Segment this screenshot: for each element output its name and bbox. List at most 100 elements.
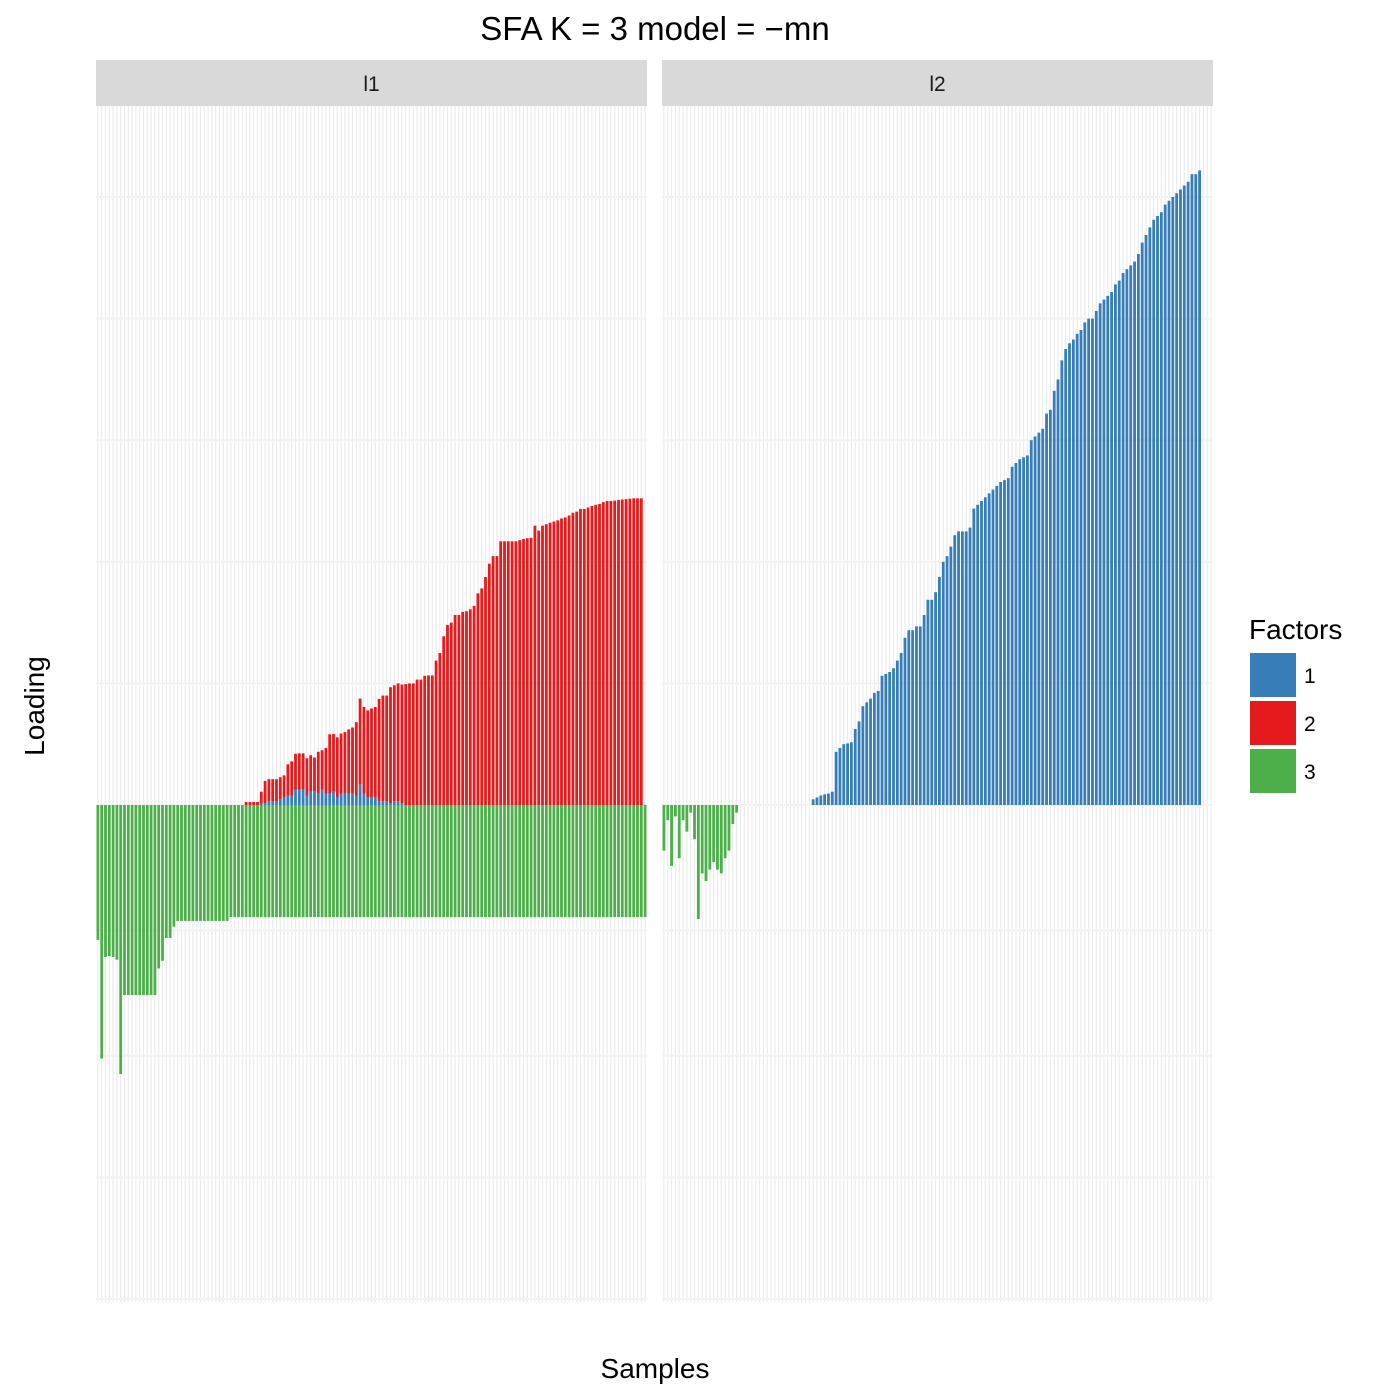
bar-factor-3: [586, 805, 590, 918]
bar-factor-3: [328, 805, 332, 918]
bar-factor-2: [639, 498, 643, 805]
bar-factor-2: [332, 733, 335, 792]
bar-factor-3: [506, 805, 510, 918]
bar-factor-1: [964, 531, 968, 805]
bar-factor-3: [411, 805, 415, 918]
bar-factor-3: [191, 805, 195, 921]
bar-factor-2: [609, 501, 613, 805]
facet-panel-l1: l1: [96, 60, 647, 1302]
bar-factor-3: [145, 805, 149, 995]
bar-factor-1: [324, 793, 328, 805]
bar-factor-3: [575, 805, 579, 918]
bar-factor-3: [605, 805, 609, 918]
bar-factor-1: [987, 493, 991, 805]
bar-factor-3: [267, 805, 271, 918]
bar-group: [662, 170, 1202, 919]
bar-factor-1: [1144, 235, 1148, 805]
bar-factor-1: [263, 803, 267, 805]
bar-factor-3: [704, 805, 708, 881]
bar-factor-2: [389, 687, 392, 804]
bar-factor-1: [972, 508, 976, 805]
bar-factor-1: [335, 797, 339, 805]
bar-factor-3: [335, 805, 339, 918]
bar-factor-2: [259, 791, 263, 804]
bar-factor-1: [1167, 200, 1171, 806]
bar-factor-1: [945, 556, 949, 805]
bar-factor-2: [427, 675, 430, 805]
bar-factor-3: [617, 805, 620, 918]
bar-factor-2: [560, 518, 563, 805]
bar-factor-1: [1156, 216, 1159, 805]
bar-factor-3: [225, 805, 229, 921]
bar-factor-3: [339, 805, 343, 918]
bar-factor-1: [1014, 463, 1018, 805]
bar-factor-3: [324, 805, 328, 918]
bar-factor-1: [815, 797, 819, 805]
bar-factor-3: [149, 805, 153, 995]
bar-factor-3: [381, 805, 385, 918]
bar-factor-3: [609, 805, 613, 918]
bar-factor-1: [1026, 455, 1029, 805]
bar-factor-2: [480, 588, 484, 805]
bar-factor-1: [301, 789, 305, 805]
bar-factor-1: [294, 789, 297, 805]
bar-factor-3: [735, 805, 739, 813]
bar-factor-2: [373, 706, 377, 798]
bar-factor-1: [953, 535, 957, 805]
bar-factor-3: [252, 805, 256, 918]
bar-factor-1: [811, 799, 815, 805]
bar-factor-1: [926, 599, 930, 805]
bar-factor-2: [518, 540, 522, 805]
bar-factor-3: [537, 805, 541, 918]
facet-panel-l2: l2: [662, 60, 1213, 1302]
bar-factor-3: [415, 805, 419, 918]
bar-factor-3: [358, 805, 362, 918]
bar-factor-3: [229, 805, 233, 918]
bar-factor-2: [522, 539, 525, 805]
bar-factor-2: [506, 541, 510, 805]
bar-factor-3: [525, 805, 529, 918]
bar-factor-3: [282, 805, 286, 918]
bar-factor-3: [354, 805, 358, 918]
bar-factor-3: [552, 805, 556, 918]
bar-factor-3: [487, 805, 491, 918]
bar-factor-2: [446, 624, 449, 805]
bar-factor-3: [218, 805, 221, 921]
strip-background: [662, 60, 1213, 106]
bar-factor-3: [567, 805, 571, 918]
bar-factor-2: [316, 751, 320, 794]
bar-factor-2: [294, 753, 297, 790]
bar-factor-2: [271, 779, 275, 802]
bar-factor-1: [938, 577, 941, 805]
bar-factor-1: [983, 497, 987, 805]
bar-factor-2: [400, 684, 404, 804]
bar-factor-3: [316, 805, 320, 918]
bar-factor-1: [1182, 185, 1186, 806]
bar-factor-2: [423, 675, 427, 805]
bar-factor-1: [999, 482, 1003, 805]
bar-factor-2: [484, 577, 487, 805]
bar-factor-1: [320, 789, 324, 805]
bar-factor-1: [1133, 261, 1136, 806]
bar-factor-1: [389, 803, 392, 805]
bar-factor-3: [157, 805, 161, 969]
bar-factor-1: [1052, 390, 1056, 805]
bar-factor-3: [662, 805, 666, 851]
bar-factor-1: [861, 706, 865, 805]
bar-factor-2: [263, 781, 267, 804]
bar-factor-3: [594, 805, 598, 918]
bar-factor-2: [267, 779, 271, 802]
bar-factor-2: [248, 801, 252, 805]
bar-factor-2: [324, 748, 328, 794]
bar-factor-3: [689, 805, 693, 813]
bar-factor-2: [544, 524, 548, 805]
bar-factor-3: [385, 805, 389, 918]
bar-factor-3: [134, 805, 138, 995]
bar-factor-3: [278, 805, 282, 918]
bar-factor-2: [552, 521, 556, 805]
bar-factor-1: [865, 702, 869, 805]
bar-factor-1: [267, 801, 271, 805]
bar-factor-2: [617, 499, 620, 805]
bar-factor-3: [423, 805, 427, 918]
bar-factor-2: [358, 698, 362, 785]
